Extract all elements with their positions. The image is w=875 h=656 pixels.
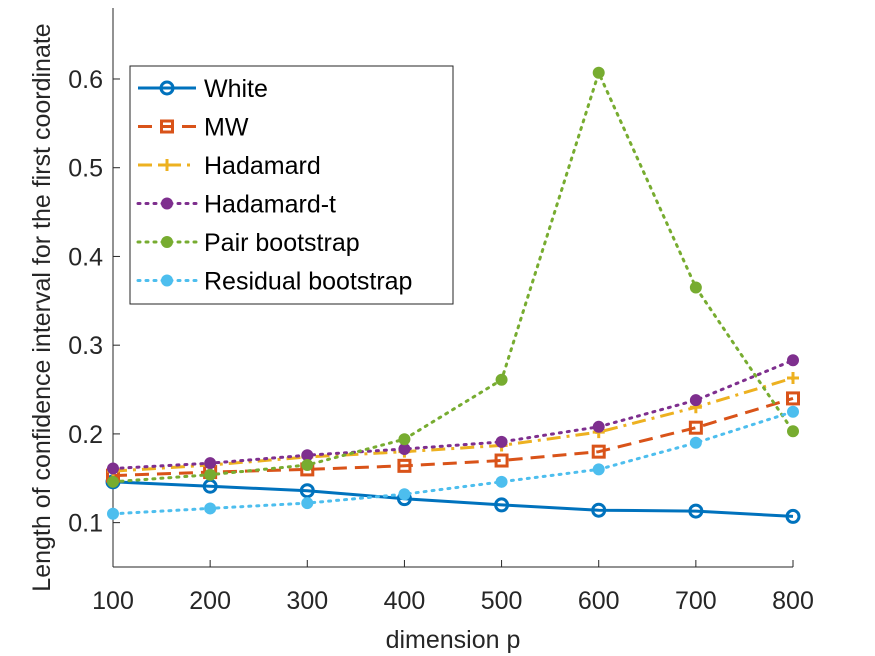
data-point (299, 483, 315, 499)
data-point (494, 497, 510, 513)
data-point (592, 420, 605, 433)
series-line (112, 480, 794, 518)
y-tick-label: 0.5 (68, 155, 103, 183)
x-tick-label: 200 (189, 587, 231, 615)
data-point (688, 420, 703, 435)
data-point (107, 507, 119, 520)
y-tick-label: 0.3 (68, 332, 103, 360)
legend-swatch-marker (159, 80, 175, 96)
series-pair-bootstrap (107, 66, 799, 488)
data-point (688, 503, 704, 519)
x-tick-label: 400 (384, 587, 426, 615)
legend-label: Pair bootstrap (204, 229, 360, 257)
data-point (689, 281, 702, 294)
data-point (787, 425, 799, 438)
data-point (494, 453, 509, 468)
data-point (204, 457, 217, 470)
data-point (495, 373, 508, 386)
y-tick-label: 0.1 (68, 510, 103, 538)
x-tick-label: 800 (772, 587, 814, 615)
x-tick-label: 700 (675, 587, 717, 615)
data-point (787, 354, 799, 367)
series-hadamard-t (107, 354, 799, 475)
series-line (111, 358, 795, 470)
data-point (591, 444, 606, 459)
data-point (107, 462, 119, 475)
series-residual-bootstrap (107, 405, 799, 520)
data-point (591, 502, 607, 518)
data-point (397, 458, 412, 473)
series-line (112, 376, 794, 473)
series-line (111, 410, 795, 516)
data-point (495, 435, 508, 448)
legend-swatch-marker (161, 197, 173, 210)
data-point (301, 458, 314, 471)
data-point (592, 66, 605, 79)
legend-swatch-marker (161, 236, 173, 248)
legend-label: White (204, 75, 268, 103)
legend-swatch-marker (161, 274, 173, 287)
legend-label: Hadamard-t (204, 191, 336, 219)
x-axis-title: dimension p (386, 626, 521, 654)
legend-box (129, 65, 454, 305)
x-tick-label: 300 (286, 587, 328, 615)
data-point (204, 468, 217, 481)
legend-label: MW (204, 114, 249, 142)
data-point (398, 433, 411, 446)
series-line (111, 71, 795, 484)
data-point (107, 475, 119, 488)
x-tick-label: 500 (481, 587, 523, 615)
legend-label: Hadamard (204, 152, 321, 180)
data-point (689, 394, 702, 407)
legend-swatch-marker (161, 159, 173, 171)
data-point (785, 508, 801, 524)
data-point (787, 405, 799, 418)
y-tick-label: 0.2 (68, 421, 103, 449)
data-point (592, 463, 605, 476)
legend: White MW Hadamard Hadamard-t Pair bootstrap R… (129, 65, 454, 305)
data-point (689, 436, 702, 449)
series-layer (105, 66, 801, 524)
legend-label: Residual bootstrap (204, 268, 412, 296)
y-axis-title: Length of confidence interval for the fi… (28, 23, 56, 591)
x-tick-label: 600 (578, 587, 620, 615)
y-tick-label: 0.6 (68, 66, 103, 94)
x-tick-label: 100 (92, 587, 134, 615)
data-point (787, 372, 799, 385)
data-point (398, 488, 411, 501)
y-tick-label: 0.4 (68, 243, 103, 271)
data-point (301, 497, 314, 510)
data-point (204, 502, 217, 515)
data-point (495, 475, 508, 488)
axes: 100 200 300 400 500 600 700 800 0.1 0.2 0.3 0.4 0.5 0… (68, 8, 814, 615)
legend-swatch-marker (160, 119, 174, 134)
data-point (786, 391, 800, 406)
